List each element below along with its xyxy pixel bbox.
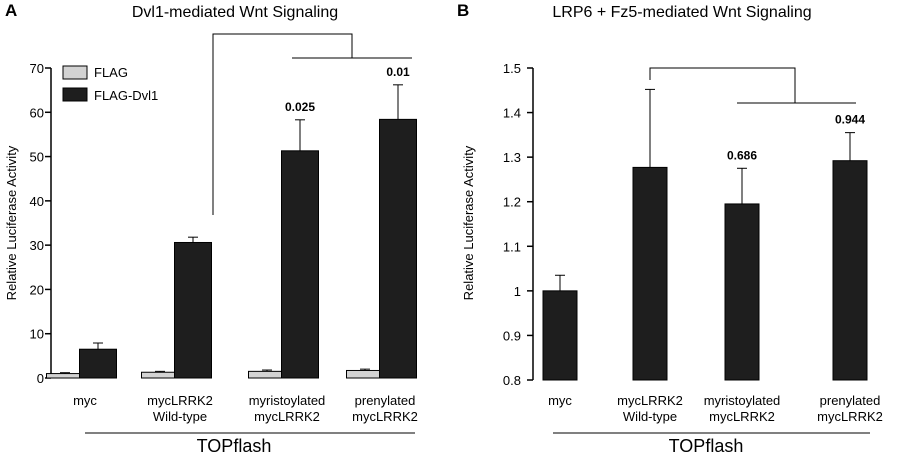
panel-b-bar-series-3 [832, 160, 868, 381]
legend-flag-dvl1-swatch [62, 87, 88, 102]
panel-b-comparison-bracket [649, 67, 796, 103]
panel-a-category-label: prenylated [355, 393, 416, 408]
panel-a-y-tick-label: 40 [30, 194, 44, 209]
panel-b-y-tick-label: 1.1 [503, 239, 521, 254]
panel-b-category-label: mycLRRK2 [709, 409, 775, 424]
panel-b-bar-series-1 [632, 166, 668, 381]
panel-a-x-axis-title: TOPflash [197, 436, 272, 456]
legend-flag-dvl1-label: FLAG-Dvl1 [94, 88, 158, 103]
panel-a-p-value-label: 0.025 [285, 100, 315, 114]
panel-a-bar-flag-2 [248, 370, 286, 379]
panel-b-category-label: prenylated [820, 393, 881, 408]
panel-a-category-label: Wild-type [153, 409, 207, 424]
panel-a-y-tick-label: 10 [30, 327, 44, 342]
panel-b-y-tick-label: 1.4 [503, 106, 521, 121]
panel-a-category-label: mycLRRK2 [254, 409, 320, 424]
panel-b-category-label: myc [548, 393, 572, 408]
panel-b-p-value-label: 0.944 [835, 113, 865, 127]
panel-a-category-label: mycLRRK2 [352, 409, 418, 424]
panel-a-bar-flag-dvl1-2 [281, 150, 319, 379]
legend-flag-swatch [62, 65, 88, 80]
panel-a-y-tick-label: 20 [30, 282, 44, 297]
panel-b-bar-series-0 [542, 290, 578, 381]
panel-a-title: Dvl1-mediated Wnt Signaling [132, 4, 338, 21]
panel-a-legend: FLAG FLAG-Dvl1 [62, 65, 158, 103]
panel-a-bar-flag-1 [141, 371, 179, 379]
panel-a-y-tick-label: 30 [30, 238, 44, 253]
panel-b-y-tick-label: 1.2 [503, 195, 521, 210]
panel-b-title: LRP6 + Fz5-mediated Wnt Signaling [552, 4, 811, 21]
panel-a-category-label: myc [73, 393, 97, 408]
panel-a-bar-flag-dvl1-3 [379, 118, 417, 379]
panel-a-bar-flag-3 [346, 369, 384, 379]
panel-a-bar-flag-dvl1-1 [174, 241, 212, 379]
panel-b-category-label: myristoylated [704, 393, 781, 408]
panel-a-category-label: mycLRRK2 [147, 393, 213, 408]
panel-b-y-tick-label: 0.8 [503, 373, 521, 388]
panel-b-category-label: Wild-type [623, 409, 677, 424]
panel-b-y-tick-label: 1.5 [503, 61, 521, 76]
panel-a-p-value-label: 0.01 [386, 65, 410, 79]
panel-a-y-tick-label: 0 [37, 371, 44, 386]
panel-b-plot: 0.8 0.9 1 1.1 1.2 1.3 1.4 1.5 0.686 0.944 myc mycLR… [503, 61, 883, 434]
panel-a-letter: A [5, 1, 17, 20]
panel-a-y-tick-label: 60 [30, 105, 44, 120]
panel-b-p-value-label: 0.686 [727, 148, 757, 162]
legend-flag-label: FLAG [94, 65, 128, 80]
panel-a-bar-flag-0 [46, 373, 84, 379]
panel-a-comparison-bracket [212, 33, 353, 215]
panel-a-category-label: myristoylated [249, 393, 326, 408]
panel-a-y-axis-title: Relative Luciferase Activity [4, 145, 19, 300]
panel-b-y-tick-label: 0.9 [503, 328, 521, 343]
panel-b-x-axis-title: TOPflash [669, 436, 744, 456]
panel-b-category-label: mycLRRK2 [817, 409, 883, 424]
panel-b-y-tick-label: 1.3 [503, 150, 521, 165]
panel-b-bar-series-2 [724, 203, 760, 381]
panel-b-category-label: mycLRRK2 [617, 393, 683, 408]
panel-a-y-tick-label: 50 [30, 150, 44, 165]
panel-b-letter: B [457, 1, 469, 20]
panel-b-y-tick-label: 1 [514, 284, 521, 299]
panel-a-y-tick-label: 70 [30, 61, 44, 76]
panel-a-bar-flag-dvl1-0 [79, 348, 117, 379]
panel-b-y-axis-title: Relative Luciferase Activity [461, 145, 476, 300]
